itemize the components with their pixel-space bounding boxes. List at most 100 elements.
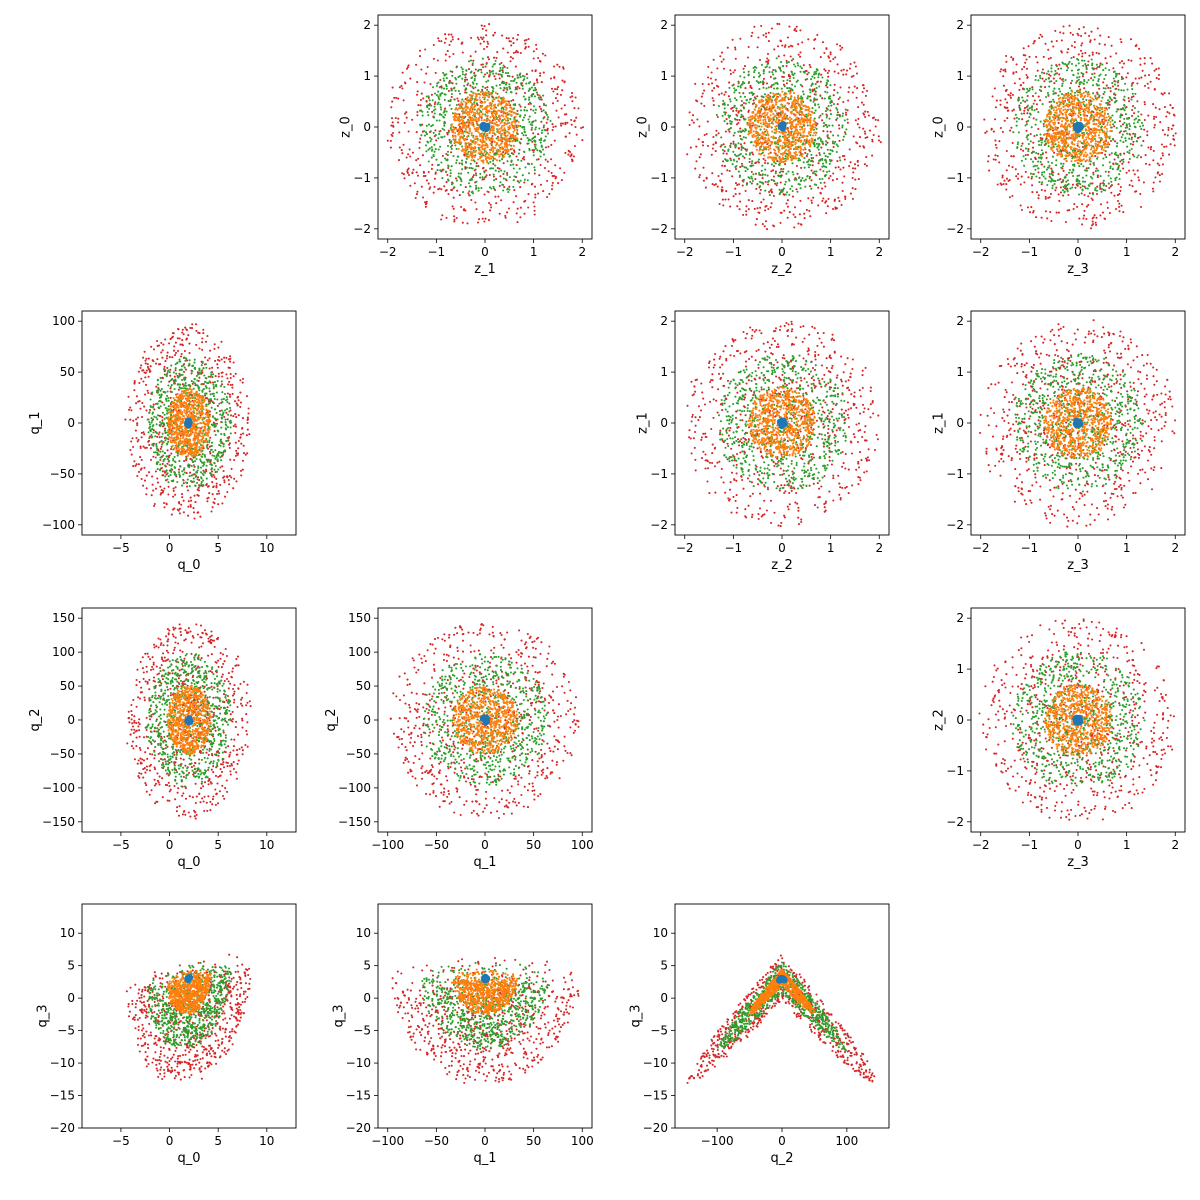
- point: [537, 158, 540, 161]
- point: [521, 157, 524, 160]
- point: [726, 46, 729, 49]
- point: [732, 109, 735, 113]
- point: [1076, 144, 1079, 147]
- point: [1131, 143, 1135, 146]
- point: [513, 189, 516, 192]
- point: [788, 25, 791, 28]
- point: [756, 139, 760, 143]
- point: [1033, 134, 1036, 138]
- point: [534, 128, 537, 131]
- point: [856, 87, 859, 90]
- point: [434, 71, 437, 74]
- point: [827, 75, 830, 78]
- point: [493, 153, 496, 156]
- point: [767, 115, 770, 118]
- point: [785, 107, 788, 110]
- point: [738, 118, 741, 122]
- x-tick-label: −2: [379, 245, 397, 259]
- point: [694, 167, 697, 170]
- point: [1144, 154, 1147, 157]
- point: [405, 67, 409, 70]
- point: [1017, 172, 1020, 176]
- point: [1143, 62, 1146, 65]
- point: [1131, 108, 1134, 112]
- point: [740, 113, 743, 116]
- point: [440, 108, 443, 111]
- point: [510, 44, 513, 47]
- point: [416, 190, 419, 193]
- point: [501, 34, 504, 37]
- point: [1089, 40, 1092, 43]
- point: [829, 148, 832, 152]
- point: [795, 30, 798, 33]
- point: [1047, 196, 1050, 199]
- point: [757, 36, 760, 39]
- point: [807, 163, 810, 166]
- point: [541, 52, 544, 55]
- point: [728, 119, 732, 123]
- y-axis-label: z_0: [636, 116, 651, 138]
- point: [508, 131, 511, 135]
- point: [807, 131, 811, 134]
- point: [795, 164, 798, 168]
- point: [773, 93, 777, 96]
- point: [824, 158, 827, 161]
- point: [812, 119, 815, 122]
- point: [800, 166, 803, 169]
- point: [514, 88, 517, 91]
- point: [484, 135, 487, 138]
- point: [509, 133, 512, 136]
- point: [480, 154, 483, 157]
- point: [814, 139, 817, 142]
- point: [1072, 56, 1075, 59]
- point: [423, 81, 426, 84]
- point: [769, 151, 772, 154]
- point: [1100, 151, 1104, 154]
- point: [474, 130, 477, 133]
- point: [448, 141, 452, 144]
- point: [793, 103, 796, 106]
- point: [502, 108, 505, 111]
- point: [764, 220, 768, 223]
- point: [486, 145, 489, 148]
- point: [838, 200, 841, 203]
- point: [1054, 29, 1057, 32]
- point: [984, 131, 987, 134]
- point: [753, 116, 756, 119]
- point: [473, 72, 476, 75]
- point: [763, 106, 766, 109]
- point: [767, 59, 770, 62]
- point: [509, 56, 512, 59]
- point: [766, 94, 769, 97]
- point: [466, 97, 469, 100]
- point: [422, 97, 425, 100]
- point: [565, 113, 568, 116]
- point: [799, 29, 802, 32]
- point: [497, 195, 500, 198]
- point: [771, 156, 774, 159]
- point: [758, 88, 761, 91]
- point: [851, 187, 854, 190]
- point: [1106, 206, 1109, 209]
- point: [490, 120, 493, 123]
- point: [767, 207, 770, 211]
- point: [783, 209, 786, 212]
- point: [792, 112, 795, 115]
- point: [581, 139, 584, 142]
- point: [824, 69, 827, 72]
- point: [1089, 227, 1093, 230]
- point: [391, 121, 394, 124]
- point: [452, 115, 455, 119]
- point: [1137, 179, 1141, 182]
- point: [789, 127, 792, 130]
- point: [486, 86, 489, 89]
- y-tick-label: −1: [353, 171, 371, 185]
- point: [506, 173, 509, 177]
- point: [755, 148, 758, 151]
- point: [797, 123, 800, 126]
- point: [1037, 152, 1040, 155]
- point: [416, 81, 419, 84]
- point: [444, 121, 447, 124]
- point: [821, 140, 824, 143]
- point: [788, 139, 791, 142]
